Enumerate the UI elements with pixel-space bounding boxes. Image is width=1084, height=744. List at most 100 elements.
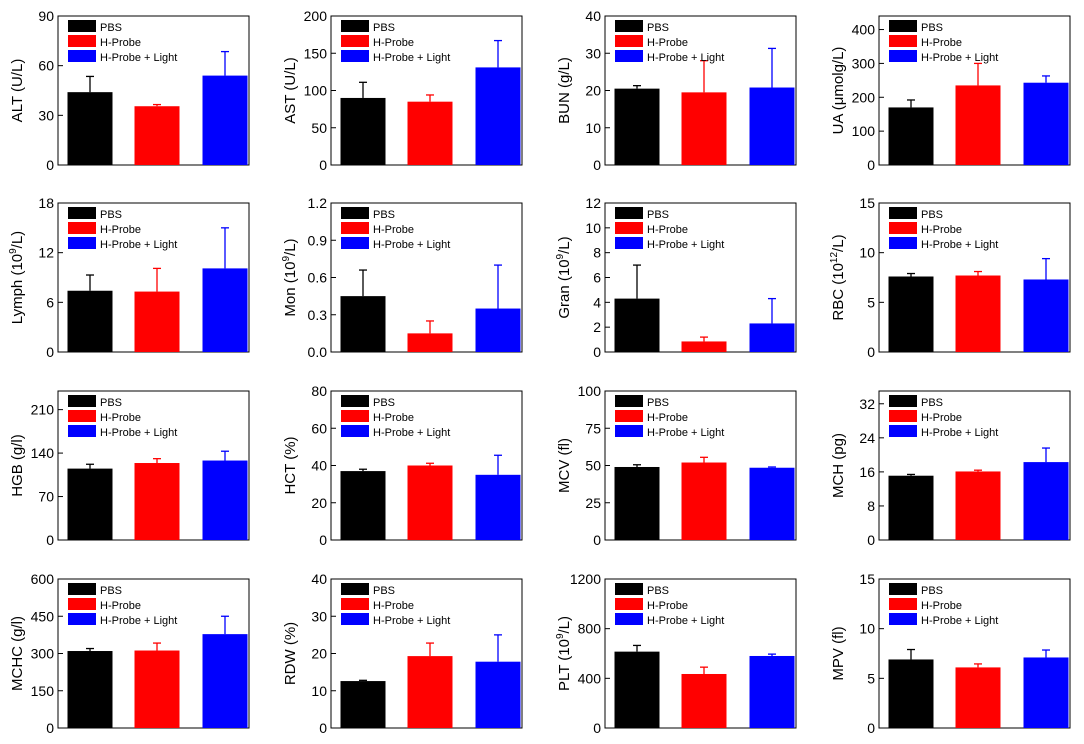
legend-label: H-Probe + Light bbox=[100, 615, 177, 627]
legend-swatch bbox=[889, 20, 917, 32]
y-axis-title-unit: /L) bbox=[830, 234, 847, 252]
y-tick-label: 6 bbox=[593, 270, 601, 286]
legend-swatch bbox=[615, 410, 643, 422]
bar-h-probe bbox=[681, 673, 727, 728]
y-tick-label: 0 bbox=[46, 344, 54, 360]
bar-h-probe-light bbox=[475, 308, 521, 352]
legend-label: PBS bbox=[100, 209, 122, 221]
y-axis-title-main: HGB (g/l) bbox=[9, 434, 26, 497]
bar-h-probe bbox=[134, 106, 180, 165]
y-tick-label: 32 bbox=[859, 396, 875, 412]
legend-swatch bbox=[341, 222, 369, 234]
y-tick-label: 30 bbox=[311, 608, 327, 624]
legend-label: H-Probe bbox=[100, 37, 141, 49]
legend-swatch bbox=[889, 410, 917, 422]
y-tick-label: 25 bbox=[585, 495, 601, 511]
legend-label: H-Probe + Light bbox=[921, 615, 998, 627]
legend-swatch bbox=[68, 35, 96, 47]
legend-label: H-Probe bbox=[100, 600, 141, 612]
y-tick-label: 20 bbox=[311, 646, 327, 662]
y-tick-label: 12 bbox=[38, 245, 54, 261]
chart-panel-9: 0 70 140 210 HGB (g/l) PBS H-Probe H-Probe + Li… bbox=[9, 390, 250, 548]
legend-swatch bbox=[615, 222, 643, 234]
y-tick-label: 40 bbox=[585, 8, 601, 24]
y-tick-label: 0 bbox=[867, 157, 875, 173]
legend-label: PBS bbox=[100, 397, 122, 409]
legend-label: PBS bbox=[100, 22, 122, 34]
chart-panel-12: 0 8 16 24 32 MCH (pg) PBS H-Probe H-Probe + Ligh… bbox=[830, 390, 1071, 548]
y-tick-label: 0 bbox=[319, 720, 327, 736]
legend-label: H-Probe + Light bbox=[647, 615, 724, 627]
bar-pbs bbox=[340, 296, 386, 352]
legend-label: H-Probe + Light bbox=[100, 52, 177, 64]
legend-swatch bbox=[341, 425, 369, 437]
legend-label: PBS bbox=[100, 585, 122, 597]
bar-h-probe bbox=[407, 333, 453, 352]
bar-pbs bbox=[340, 681, 386, 728]
legend-label: H-Probe + Light bbox=[373, 52, 450, 64]
y-tick-label: 100 bbox=[578, 383, 602, 399]
legend-label: PBS bbox=[647, 397, 669, 409]
y-tick-label: 60 bbox=[311, 420, 327, 436]
y-axis-title: UA (μmolg/L) bbox=[830, 47, 847, 135]
y-tick-label: 15 bbox=[859, 195, 875, 211]
legend-swatch bbox=[68, 395, 96, 407]
bar-h-probe-light bbox=[202, 460, 248, 540]
y-tick-label: 200 bbox=[852, 89, 876, 105]
legend-swatch bbox=[615, 20, 643, 32]
y-tick-label: 4 bbox=[593, 294, 601, 310]
bar-h-probe bbox=[134, 463, 180, 540]
legend-swatch bbox=[615, 583, 643, 595]
y-axis-title: Mon (109/L) bbox=[281, 238, 299, 316]
y-tick-label: 450 bbox=[31, 608, 55, 624]
legend-label: PBS bbox=[921, 397, 943, 409]
y-axis-title-main: BUN (g/L) bbox=[556, 57, 573, 124]
chart-panel-1: 0 30 60 90 ALT (U/L) PBS H-Probe H-Probe + Ligh… bbox=[9, 8, 250, 173]
y-tick-label: 0 bbox=[867, 720, 875, 736]
legend-label: PBS bbox=[373, 585, 395, 597]
bar-h-probe-light bbox=[749, 323, 795, 352]
y-tick-label: 100 bbox=[304, 83, 328, 99]
bar-pbs bbox=[614, 298, 660, 352]
bar-h-probe bbox=[134, 650, 180, 728]
y-axis-title: RBC (1012/L) bbox=[829, 234, 847, 320]
y-axis-title-superscript: 9 bbox=[555, 253, 566, 259]
legend-swatch bbox=[68, 583, 96, 595]
y-tick-label: 75 bbox=[585, 420, 601, 436]
y-tick-label: 5 bbox=[867, 670, 875, 686]
y-tick-label: 70 bbox=[38, 489, 54, 505]
legend-label: PBS bbox=[373, 22, 395, 34]
legend-swatch bbox=[341, 35, 369, 47]
y-axis-title: PLT (109/L) bbox=[555, 616, 573, 691]
y-axis-title: HGB (g/l) bbox=[9, 434, 26, 497]
legend-label: H-Probe + Light bbox=[921, 52, 998, 64]
legend-label: H-Probe bbox=[647, 224, 688, 236]
chart-panel-5: 0 6 12 18 Lymph (109/L) PBS H-Probe H-Probe + L… bbox=[8, 195, 250, 360]
legend-swatch bbox=[68, 425, 96, 437]
bar-h-probe bbox=[955, 275, 1001, 352]
y-tick-label: 18 bbox=[38, 195, 54, 211]
y-axis-title-unit: /L) bbox=[9, 231, 26, 249]
legend-swatch bbox=[68, 613, 96, 625]
y-tick-label: 16 bbox=[859, 464, 875, 480]
y-tick-label: 0.9 bbox=[308, 232, 328, 248]
y-tick-label: 60 bbox=[38, 58, 54, 74]
legend-label: H-Probe bbox=[373, 600, 414, 612]
bar-pbs bbox=[340, 471, 386, 540]
y-tick-label: 30 bbox=[585, 45, 601, 61]
bar-h-probe bbox=[407, 465, 453, 540]
chart-panel-6: 0.0 0.3 0.6 0.9 1.2 Mon (109/L) PBS H-Probe H-Pr… bbox=[281, 195, 523, 360]
legend-swatch bbox=[615, 35, 643, 47]
y-tick-label: 40 bbox=[311, 571, 327, 587]
y-axis-title: AST (U/L) bbox=[282, 57, 299, 123]
y-tick-label: 0 bbox=[867, 532, 875, 548]
bar-h-probe-light bbox=[1023, 82, 1069, 165]
legend-label: H-Probe + Light bbox=[647, 427, 724, 439]
y-axis-title-unit: /L) bbox=[556, 236, 573, 254]
bar-h-probe bbox=[681, 92, 727, 165]
legend-label: H-Probe bbox=[921, 37, 962, 49]
bar-h-probe-light bbox=[475, 474, 521, 540]
y-axis-title-main: RDW (%) bbox=[282, 622, 299, 685]
y-axis-title: MCV (fl) bbox=[556, 438, 573, 493]
y-tick-label: 10 bbox=[311, 683, 327, 699]
